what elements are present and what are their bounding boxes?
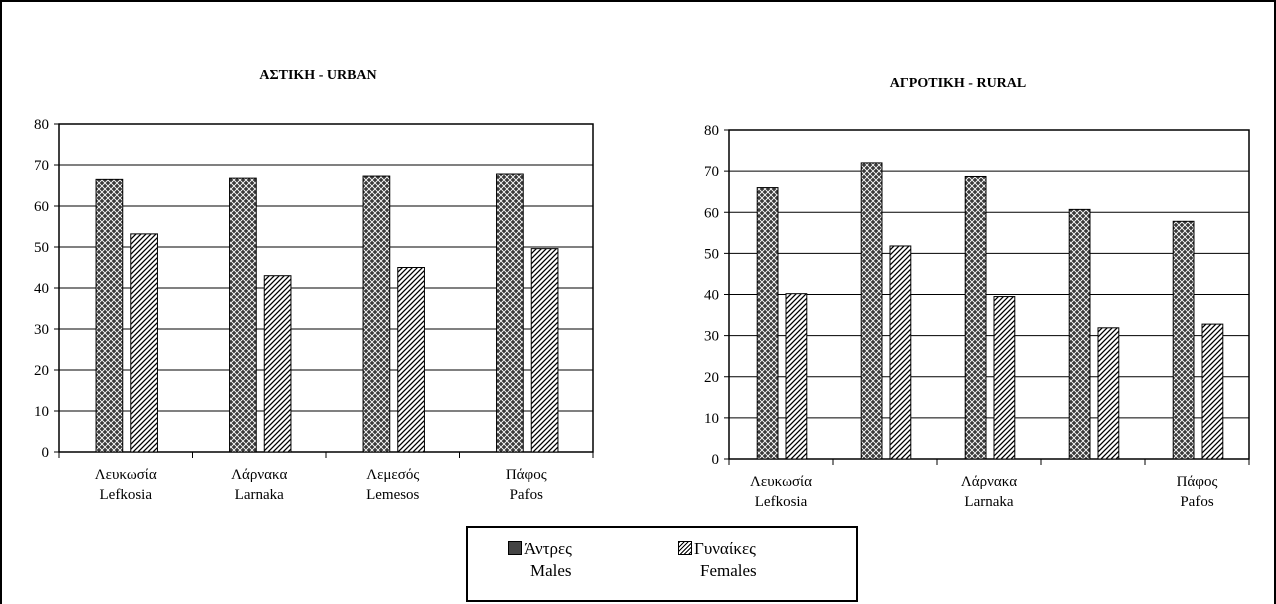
category-label-en: Larnaka [235,487,284,503]
category-label-en: Lefkosia [755,494,808,510]
y-tick-label: 30 [704,329,719,345]
category-label-en: Larnaka [964,494,1013,510]
category-label-gr: Λευκωσία [750,474,812,490]
category-label-gr: Λάρνακα [231,467,287,483]
bar-males [860,162,883,460]
y-tick-label: 0 [712,452,720,468]
urban-chart: ΑΣΤΙΚΗ - URBAN 0 10 20 30 40 50 60 70 80 Λευκωσία L… [34,68,594,503]
bar-males [229,177,257,453]
bar-females [993,296,1016,460]
y-tick-label: 0 [42,445,50,461]
category-label-en: Pafos [1180,494,1213,510]
y-tick-label: 40 [704,288,719,304]
y-tick-label: 50 [704,246,719,262]
bar-females [785,293,808,460]
figure-frame-right-edge [1274,0,1276,604]
females-swatch-icon [678,541,692,555]
category-label-en: Pafos [510,487,543,503]
y-tick-label: 60 [704,205,719,221]
bar-females [1097,327,1120,460]
category-label-gr: Λευκωσία [95,467,157,483]
bar-females [397,267,425,453]
y-tick-label: 20 [704,370,719,386]
chart-title: ΑΓΡΟΤΙΚΗ - RURAL [890,76,1026,91]
bar-males [756,187,779,460]
y-tick-label: 70 [34,158,49,174]
bar-females [263,275,292,453]
y-tick-label: 70 [704,164,719,180]
bar-males [964,175,987,460]
y-tick-label: 40 [34,281,49,297]
category-label-gr: Λεμεσός [366,467,419,483]
legend: Άντρες Males Γυναίκες Females [466,526,858,602]
y-tick-label: 60 [34,199,49,215]
y-tick-label: 20 [34,363,49,379]
y-tick-label: 50 [34,240,49,256]
bar-females [1201,323,1224,460]
legend-females-en: Females [700,561,757,580]
category-label-gr: Λάρνακα [961,474,1017,490]
males-swatch-icon [508,541,522,555]
bar-males [1172,220,1195,460]
category-label-en: Lefkosia [100,487,153,503]
category-label-gr: Πάφος [506,467,547,483]
chart-title: ΑΣΤΙΚΗ - URBAN [259,68,376,83]
rural-chart: ΑΓΡΟΤΙΚΗ - RURAL 0 10 20 30 40 50 60 70 80 Λευκωσί… [704,76,1250,510]
y-tick-label: 10 [704,411,719,427]
bar-females [130,233,158,453]
legend-item-females: Γυναίκες Females [678,538,757,582]
legend-males-en: Males [530,561,572,580]
y-tick-label: 10 [34,404,49,420]
bar-females [530,248,559,453]
y-tick-label: 30 [34,322,49,338]
bar-males [1068,208,1091,460]
bar-males [496,173,524,453]
y-tick-label: 80 [34,117,49,133]
bar-males [362,175,391,453]
bar-males [95,178,124,453]
plot-area [728,129,1250,460]
category-label-gr: Πάφος [1177,474,1218,490]
legend-females-gr: Γυναίκες [694,539,756,558]
category-label-en: Lemesos [366,487,419,503]
y-tick-label: 80 [704,123,719,139]
bar-females [889,245,912,460]
legend-males-gr: Άντρες [524,539,572,558]
legend-item-males: Άντρες Males [508,538,572,582]
